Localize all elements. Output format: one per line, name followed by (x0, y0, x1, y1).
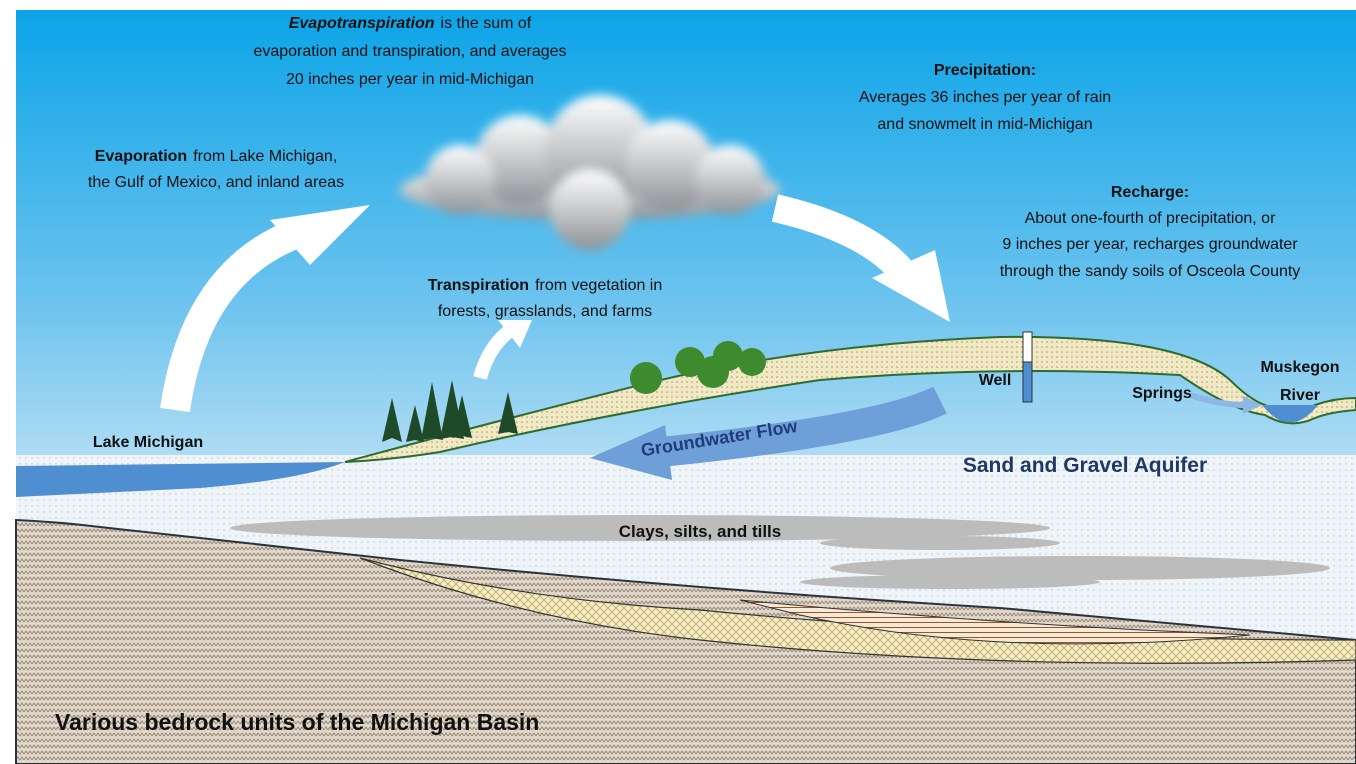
label: Well (979, 372, 1012, 389)
term: Evapotranspiration (289, 15, 435, 32)
label: River (1280, 387, 1320, 404)
label: Various bedrock units of the Michigan Ba… (55, 709, 539, 735)
flow-arrow (658, 386, 947, 467)
text: is the sum of (441, 15, 532, 32)
label: Springs (1132, 385, 1192, 402)
label: Muskegon (1260, 359, 1339, 376)
bedrock-lens (739, 599, 1251, 645)
text: evaporation and transpiration, and avera… (253, 43, 566, 60)
transpiration-line: Transpiration from vegetation in (428, 277, 663, 294)
term: Precipitation: (934, 62, 1036, 79)
text: the Gulf of Mexico, and inland areas (88, 174, 344, 191)
well-screen (1022, 361, 1033, 403)
flow-arrowhead (590, 425, 672, 480)
text: from vegetation in (535, 277, 662, 294)
label: Clays, silts, and tills (619, 522, 782, 541)
evapotranspiration-line: Evapotranspiration is the sum of (289, 15, 532, 32)
clay-lenses (230, 515, 1330, 589)
text: About one-fourth of precipitation, or (1025, 210, 1276, 227)
lake (16, 462, 345, 497)
bedrock (15, 518, 1356, 764)
text: Averages 36 inches per year of rain (859, 89, 1111, 106)
arrows (160, 194, 950, 413)
term: Recharge: (1111, 184, 1189, 201)
text: from Lake Michigan, (193, 148, 337, 165)
leafy-trees (630, 341, 766, 394)
text: 20 inches per year in mid-Michigan (286, 71, 534, 88)
well-casing (1022, 331, 1033, 363)
text: through the sandy soils of Osceola Count… (1000, 263, 1301, 280)
label: Lake Michigan (93, 434, 203, 451)
label: Sand and Gravel Aquifer (963, 454, 1207, 477)
text: and snowmelt in mid-Michigan (877, 116, 1092, 133)
text: 9 inches per year, recharges groundwater (1002, 236, 1298, 253)
cloud (400, 95, 780, 250)
text: forests, grasslands, and farms (438, 303, 652, 320)
spring-arrowhead (1243, 396, 1262, 414)
evaporation-line: Evaporation from Lake Michigan, (95, 148, 338, 165)
river (1262, 405, 1318, 423)
pine-trees (382, 380, 518, 442)
term: Evaporation (95, 148, 187, 165)
term: Transpiration (428, 277, 529, 294)
spring-arrow (1189, 392, 1246, 408)
